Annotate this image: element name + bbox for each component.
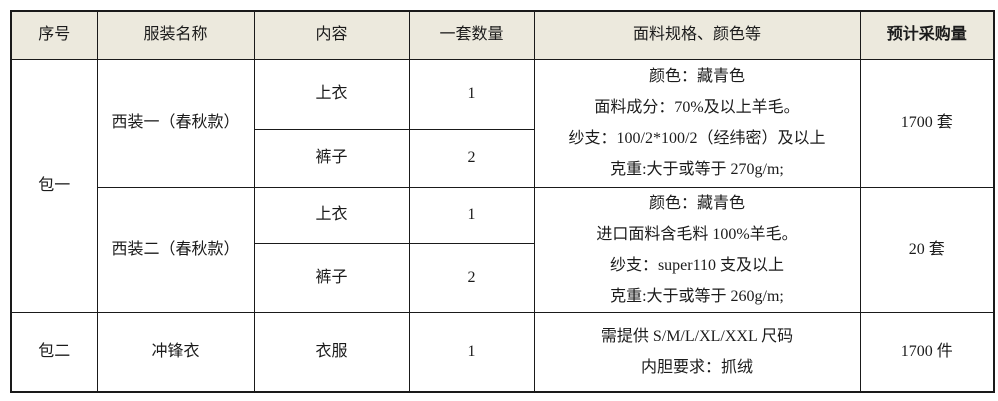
col-header-qty-per-set: 一套数量 <box>408 10 535 60</box>
spec-line: 克重:大于或等于 270g/m; <box>610 161 784 178</box>
content-cell: 裤子 <box>253 128 410 188</box>
package-id-cell: 包二 <box>10 311 98 393</box>
spec-line: 纱支：100/2*100/2（经纬密）及以上 <box>568 130 826 147</box>
content-cell: 衣服 <box>253 311 410 393</box>
col-header-sequence: 序号 <box>10 10 98 60</box>
package-id-cell: 包一 <box>10 58 98 313</box>
spec-line: 面料成分：70%及以上羊毛。 <box>594 99 800 116</box>
garment-name-cell: 冲锋衣 <box>96 311 255 393</box>
purchase-volume-cell: 1700 件 <box>859 311 995 393</box>
purchase-volume-cell: 1700 套 <box>859 58 995 188</box>
fabric-spec-cell: 需提供 S/M/L/XL/XXL 尺码 内胆要求：抓绒 <box>533 311 861 393</box>
qty-cell: 1 <box>408 311 535 393</box>
table-row: 裤子 2 <box>11 128 994 188</box>
col-header-content: 内容 <box>253 10 410 60</box>
qty-cell: 2 <box>408 242 535 313</box>
fabric-spec-cell: 颜色：藏青色 进口面料含毛料 100%羊毛。 纱支：super110 支及以上 … <box>533 186 861 313</box>
content-cell: 上衣 <box>253 186 410 244</box>
procurement-page: 序号 服装名称 内容 一套数量 面料规格、颜色等 预计采购量 包一 西装一（春秋… <box>0 10 998 401</box>
qty-cell: 2 <box>408 128 535 188</box>
table-row: 西装二（春秋款） 上衣 1 颜色：藏青色 进口面料含毛料 100%羊毛。 纱支：… <box>11 186 995 313</box>
qty-cell: 1 <box>408 186 535 244</box>
garment-name-cell: 西装二（春秋款） <box>96 186 255 313</box>
table-row: 包二 冲锋衣 衣服 1 需提供 S/M/L/XL/XXL 尺码 内胆要求：抓绒 … <box>10 311 995 393</box>
qty-cell: 1 <box>408 58 535 130</box>
fabric-spec-cell: 颜色：藏青色 面料成分：70%及以上羊毛。 纱支：100/2*100/2（经纬密… <box>533 58 861 188</box>
col-header-purchase-volume: 预计采购量 <box>859 10 995 60</box>
garment-name-cell: 西装一（春秋款） <box>96 58 255 188</box>
table-row: 裤子 2 <box>11 242 994 313</box>
procurement-table: 序号 服装名称 内容 一套数量 面料规格、颜色等 预计采购量 包一 西装一（春秋… <box>10 10 995 393</box>
spec-line: 进口面料含毛料 100%羊毛。 <box>596 225 798 243</box>
col-header-fabric-spec: 面料规格、颜色等 <box>533 10 861 60</box>
spec-line: 内胆要求：抓绒 <box>640 358 753 376</box>
col-header-garment-name: 服装名称 <box>96 10 255 60</box>
spec-line: 纱支：super110 支及以上 <box>609 256 785 274</box>
purchase-volume-cell: 20 套 <box>859 186 995 313</box>
spec-line: 颜色：藏青色 <box>648 194 745 212</box>
header-row: 序号 服装名称 内容 一套数量 面料规格、颜色等 预计采购量 <box>10 10 995 60</box>
spec-line: 需提供 S/M/L/XL/XXL 尺码 <box>600 327 794 345</box>
spec-line: 颜色：藏青色 <box>648 68 745 85</box>
spec-line: 克重:大于或等于 260g/m; <box>610 287 784 305</box>
table-row: 包一 西装一（春秋款） 上衣 1 颜色：藏青色 面料成分：70%及以上羊毛。 纱… <box>10 58 995 313</box>
content-cell: 上衣 <box>253 58 410 130</box>
content-cell: 裤子 <box>253 242 410 313</box>
